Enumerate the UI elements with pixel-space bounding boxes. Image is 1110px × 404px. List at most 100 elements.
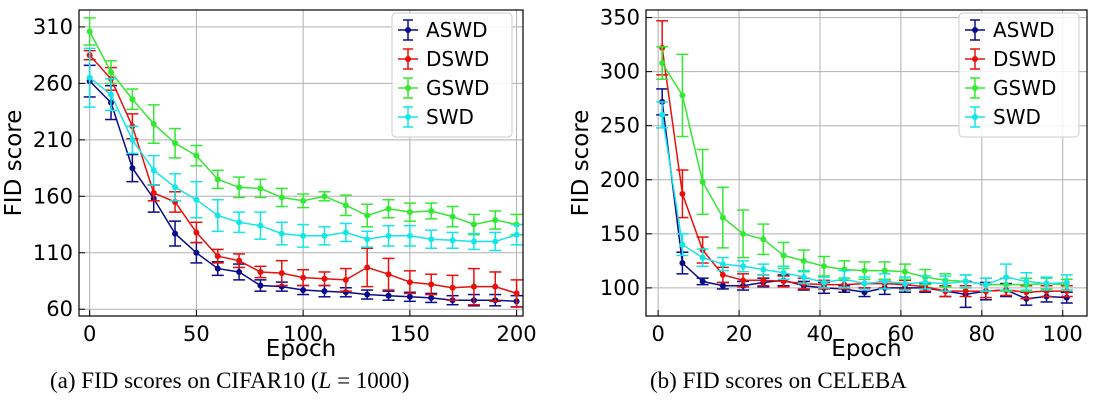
- y-tick-label: 260: [33, 71, 73, 95]
- data-point: [1063, 279, 1070, 286]
- data-point: [172, 184, 179, 191]
- x-tick-label: 100: [1043, 322, 1083, 346]
- data-point: [214, 265, 221, 272]
- legend-label-gswd: GSWD: [426, 76, 489, 100]
- data-point: [740, 277, 747, 284]
- data-point: [821, 279, 828, 286]
- data-point: [513, 231, 520, 238]
- data-point: [236, 184, 243, 191]
- data-point: [129, 96, 136, 103]
- data-point: [172, 140, 179, 147]
- data-point: [699, 178, 706, 185]
- chart-celeba: 0 20 40 60 80 100 100 150 200 250 300 350 Epoch FID s…: [568, 6, 1088, 360]
- data-point: [406, 209, 413, 216]
- data-point: [962, 278, 969, 285]
- caption-celeba: (b) FID scores on CELEBA: [650, 368, 907, 393]
- data-point: [492, 217, 499, 224]
- data-point: [214, 212, 221, 219]
- y-tick-label: 250: [600, 114, 640, 138]
- data-point: [300, 232, 307, 239]
- data-point: [406, 279, 413, 286]
- data-point: [172, 230, 179, 237]
- data-point: [278, 270, 285, 277]
- data-point: [428, 294, 435, 301]
- y-tick-label: 210: [33, 128, 73, 152]
- data-point: [214, 176, 221, 183]
- data-point: [1043, 280, 1050, 287]
- caption-a-text: (a) FID scores on CIFAR10 (: [50, 368, 319, 393]
- data-point: [901, 280, 908, 287]
- data-point: [760, 236, 767, 243]
- legend-swatch-marker: [972, 56, 978, 62]
- y-axis-label: FID score: [568, 110, 594, 217]
- data-point: [800, 257, 807, 264]
- data-point: [719, 282, 726, 289]
- data-point: [740, 230, 747, 237]
- data-point: [659, 111, 666, 118]
- x-tick-label: 80: [968, 322, 995, 346]
- data-point: [449, 237, 456, 244]
- legend-label-aswd: ASWD: [993, 18, 1055, 42]
- data-point: [841, 276, 848, 283]
- data-point: [406, 293, 413, 300]
- plot-frame: [78, 9, 524, 317]
- data-point: [679, 190, 686, 197]
- legend-swatch-marker: [972, 27, 978, 33]
- data-point: [1003, 274, 1010, 281]
- x-tick-label: 100: [283, 322, 323, 346]
- data-point: [385, 271, 392, 278]
- data-point: [364, 236, 371, 243]
- y-tick-label: 150: [600, 222, 640, 246]
- y-tick-label: 110: [33, 241, 73, 265]
- legend-label-swd: SWD: [993, 105, 1041, 129]
- data-point: [699, 254, 706, 261]
- data-point: [428, 281, 435, 288]
- data-point: [492, 238, 499, 245]
- data-point: [300, 274, 307, 281]
- x-tick-label: 40: [807, 322, 834, 346]
- legend-swatch-marker: [972, 114, 978, 120]
- data-point: [901, 268, 908, 275]
- data-point: [719, 214, 726, 221]
- data-point: [321, 232, 328, 239]
- series-gswd: [83, 17, 523, 236]
- data-point: [942, 280, 949, 287]
- data-point: [321, 193, 328, 200]
- data-point: [449, 284, 456, 291]
- x-tick-label: 60: [888, 322, 915, 346]
- data-point: [364, 264, 371, 271]
- data-point: [257, 282, 264, 289]
- data-point: [982, 281, 989, 288]
- x-axis-label: Epoch: [831, 336, 901, 360]
- data-point: [719, 271, 726, 278]
- data-point: [86, 74, 93, 81]
- x-tick-label: 0: [651, 322, 664, 346]
- legend-label-gswd: GSWD: [993, 76, 1056, 100]
- y-axis-label: FID score: [1, 110, 27, 217]
- y-tick-label: 100: [600, 276, 640, 300]
- series-dswd: [83, 49, 523, 308]
- x-tick-label: 50: [183, 322, 210, 346]
- series-swd: [83, 47, 523, 252]
- y-tick-label: 310: [33, 15, 73, 39]
- data-point: [881, 278, 888, 285]
- data-point: [236, 268, 243, 275]
- data-point: [150, 167, 157, 174]
- data-point: [470, 221, 477, 228]
- data-point: [321, 275, 328, 282]
- data-point: [760, 266, 767, 273]
- chart-cifar10: 0 50 100 150 200 60 110 160 210 260 310 Epoch FID sc…: [1, 9, 537, 360]
- data-point: [364, 291, 371, 298]
- data-point: [740, 263, 747, 270]
- legend-swatch-marker: [405, 114, 411, 120]
- data-point: [881, 267, 888, 274]
- data-point: [428, 207, 435, 214]
- data-point: [962, 288, 969, 295]
- data-point: [780, 269, 787, 276]
- series-swd: [656, 101, 1073, 292]
- data-point: [129, 165, 136, 172]
- data-point: [236, 219, 243, 226]
- legend-label-aswd: ASWD: [426, 18, 488, 42]
- data-point: [679, 241, 686, 248]
- data-point: [719, 261, 726, 268]
